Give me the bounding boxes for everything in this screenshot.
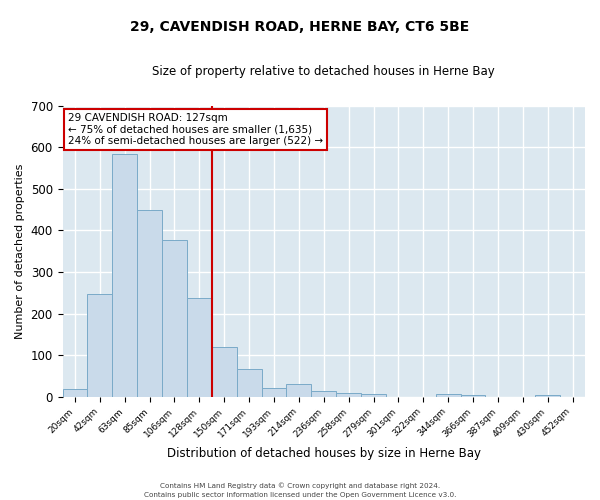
Bar xyxy=(236,368,262,397)
Bar xyxy=(62,390,88,397)
Bar xyxy=(361,394,386,397)
Bar xyxy=(535,395,560,397)
Bar xyxy=(311,391,336,397)
Bar xyxy=(286,384,311,397)
Bar xyxy=(336,392,361,397)
Text: 29, CAVENDISH ROAD, HERNE BAY, CT6 5BE: 29, CAVENDISH ROAD, HERNE BAY, CT6 5BE xyxy=(130,20,470,34)
Bar xyxy=(436,394,461,397)
Bar xyxy=(162,240,187,397)
Text: Contains public sector information licensed under the Open Government Licence v3: Contains public sector information licen… xyxy=(144,492,456,498)
Bar xyxy=(137,210,162,397)
Bar xyxy=(187,298,212,397)
Bar xyxy=(262,388,286,397)
Bar xyxy=(112,154,137,397)
Bar xyxy=(88,294,112,397)
Bar xyxy=(212,347,236,397)
Bar xyxy=(461,395,485,397)
Text: 29 CAVENDISH ROAD: 127sqm
← 75% of detached houses are smaller (1,635)
24% of se: 29 CAVENDISH ROAD: 127sqm ← 75% of detac… xyxy=(68,113,323,146)
Title: Size of property relative to detached houses in Herne Bay: Size of property relative to detached ho… xyxy=(152,65,495,78)
X-axis label: Distribution of detached houses by size in Herne Bay: Distribution of detached houses by size … xyxy=(167,447,481,460)
Y-axis label: Number of detached properties: Number of detached properties xyxy=(15,164,25,339)
Text: Contains HM Land Registry data © Crown copyright and database right 2024.: Contains HM Land Registry data © Crown c… xyxy=(160,482,440,489)
